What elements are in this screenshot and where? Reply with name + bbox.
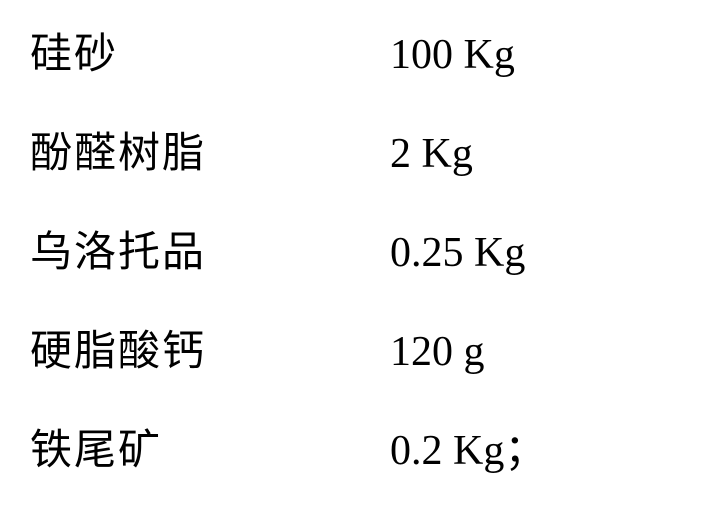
- material-amount: 0.2 Kg；: [390, 416, 546, 477]
- material-amount: 2 Kg: [390, 130, 473, 178]
- material-name: 硬脂酸钙: [30, 317, 390, 378]
- table-row: 硅砂 100 Kg: [30, 20, 697, 81]
- material-name: 硅砂: [30, 20, 390, 81]
- material-amount: 0.25 Kg: [390, 229, 525, 277]
- table-row: 酚醛树脂 2 Kg: [30, 119, 697, 180]
- table-row: 硬脂酸钙 120 g: [30, 317, 697, 378]
- material-name: 乌洛托品: [30, 218, 390, 279]
- material-amount: 120 g: [390, 328, 485, 376]
- table-row: 乌洛托品 0.25 Kg: [30, 218, 697, 279]
- material-name: 酚醛树脂: [30, 119, 390, 180]
- table-row: 铁尾矿 0.2 Kg；: [30, 416, 697, 477]
- ingredients-table: 硅砂 100 Kg 酚醛树脂 2 Kg 乌洛托品 0.25 Kg 硬脂酸钙 12…: [30, 20, 697, 477]
- material-name: 铁尾矿: [30, 416, 390, 477]
- material-amount: 100 Kg: [390, 31, 515, 79]
